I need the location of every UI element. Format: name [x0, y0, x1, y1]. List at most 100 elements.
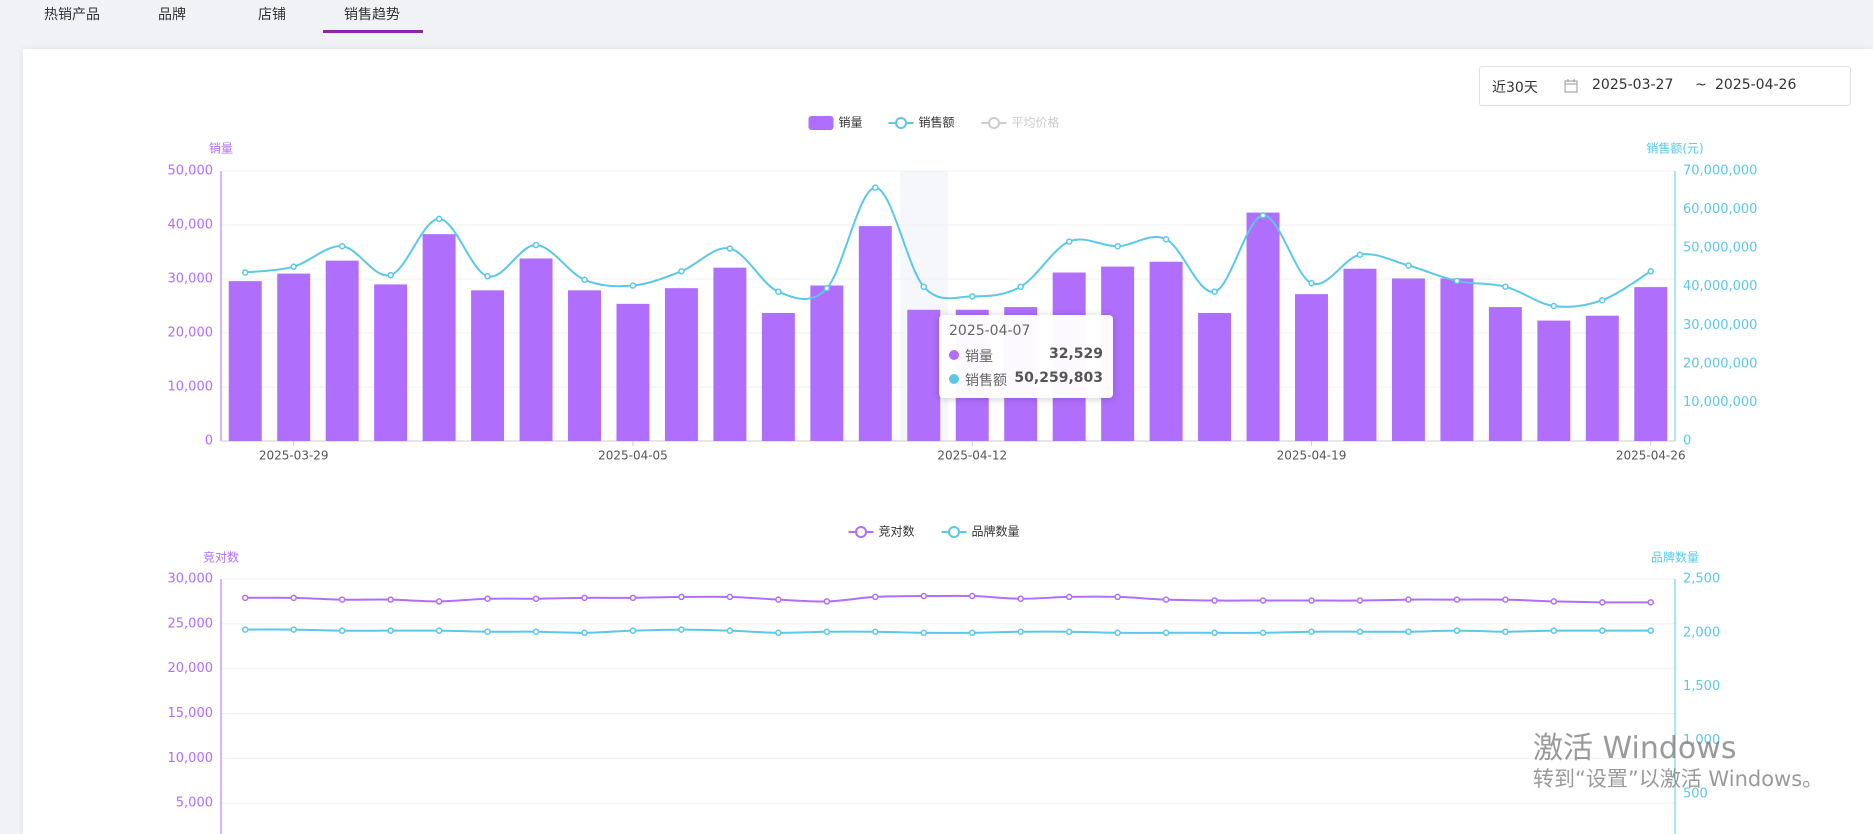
bar: [1391, 278, 1425, 441]
legend-label: 品牌数量: [972, 524, 1020, 539]
tab[interactable]: 销售趋势: [344, 7, 400, 23]
x-tick-label: 2025-04-05: [598, 449, 668, 463]
y-tick-label: 50,000: [168, 164, 214, 179]
tab[interactable]: 热销产品: [44, 7, 100, 23]
tooltip-title: 2025-04-07: [949, 323, 1031, 339]
bar: [228, 281, 262, 441]
y-tick-label: 5,000: [176, 796, 213, 811]
legend-symbol: [948, 526, 960, 538]
x-tick-label: 2025-03-29: [259, 449, 329, 463]
tooltip-name: 销售额: [965, 373, 1007, 389]
point: [435, 598, 443, 605]
bar: [1585, 315, 1619, 441]
point: [1550, 302, 1558, 310]
point: [1259, 629, 1267, 637]
point: [1114, 593, 1121, 601]
date-start[interactable]: 2025-03-27: [1592, 77, 1674, 93]
tab[interactable]: 店铺: [258, 7, 286, 23]
y-tick-label: 2,500: [1683, 572, 1720, 587]
point: [775, 629, 782, 637]
bar: [1488, 307, 1522, 441]
date-preset[interactable]: 近30天: [1492, 80, 1538, 96]
tooltip-value: 50,259,803: [1014, 370, 1103, 386]
watermark-title: 激活 Windows: [1533, 731, 1737, 766]
point: [1162, 236, 1170, 243]
legend-symbol: [988, 117, 1000, 129]
y-tick-label: 30,000: [168, 572, 214, 587]
date-end[interactable]: 2025-04-26: [1715, 77, 1797, 93]
point: [678, 268, 685, 275]
point: [387, 596, 394, 603]
bar: [1634, 287, 1668, 441]
point: [532, 628, 540, 635]
point: [1356, 597, 1364, 604]
legend-label: 销售额: [919, 115, 955, 130]
point: [1550, 627, 1558, 634]
y-axis-title: 竞对数: [203, 550, 239, 565]
y-tick-label: 20,000,000: [1683, 356, 1757, 371]
point: [1211, 597, 1218, 604]
point: [1405, 262, 1412, 269]
bar: [664, 288, 698, 441]
point: [823, 285, 831, 292]
tooltip-value: 32,529: [1048, 346, 1103, 362]
point: [920, 592, 928, 600]
point: [1065, 238, 1073, 245]
point: [823, 598, 831, 605]
point: [1211, 288, 1218, 295]
bar: [568, 290, 601, 441]
point: [823, 628, 831, 635]
point: [920, 283, 928, 290]
point: [920, 629, 928, 637]
legend-label: 竞对数: [879, 524, 915, 539]
y-tick-label: 1,500: [1683, 679, 1720, 694]
y-tick-label: 0: [1683, 434, 1691, 449]
point: [726, 593, 734, 601]
date-separator: ~: [1695, 77, 1707, 93]
line: [245, 628, 1651, 634]
bar: [277, 273, 311, 441]
date-picker[interactable]: 近30天 2025-03-27 ~ 2025-04-26: [1479, 66, 1851, 106]
bar: [1343, 268, 1377, 441]
point: [1599, 627, 1606, 634]
bar: [1295, 294, 1328, 441]
bar: [810, 285, 844, 441]
tab[interactable]: 品牌: [158, 7, 186, 23]
point: [968, 293, 976, 300]
point: [1453, 627, 1461, 634]
bar: [471, 290, 505, 441]
point: [1065, 593, 1073, 601]
point: [290, 626, 297, 633]
y2-axis-title: 销售额(元): [1646, 141, 1703, 156]
y-tick-label: 40,000: [168, 218, 214, 233]
point: [484, 595, 491, 602]
point: [775, 288, 782, 295]
legend-label: 销量: [839, 116, 863, 130]
y-tick-label: 500: [1683, 787, 1708, 802]
point: [387, 627, 394, 634]
bar: [1537, 320, 1571, 441]
tab-underline: [323, 30, 423, 33]
point: [1065, 628, 1073, 635]
point: [1017, 283, 1024, 290]
point: [290, 594, 297, 602]
point: [629, 627, 637, 634]
point: [1405, 628, 1412, 635]
legend-label: 平均价格: [1012, 115, 1060, 130]
point: [581, 276, 588, 284]
tooltip-dot: [949, 350, 959, 360]
point: [1599, 296, 1606, 304]
y-tick-label: 20,000: [168, 661, 214, 676]
y-tick-label: 15,000: [168, 706, 214, 721]
point: [1114, 629, 1121, 637]
point: [968, 592, 976, 600]
bar: [1149, 261, 1183, 441]
point: [1114, 242, 1121, 250]
y-tick-label: 1,000: [1683, 733, 1720, 748]
legend-symbol: [808, 116, 834, 130]
point: [581, 629, 588, 637]
legend-symbol: [895, 117, 907, 129]
point: [1647, 627, 1655, 634]
y-axis-title: 销量: [209, 142, 233, 156]
